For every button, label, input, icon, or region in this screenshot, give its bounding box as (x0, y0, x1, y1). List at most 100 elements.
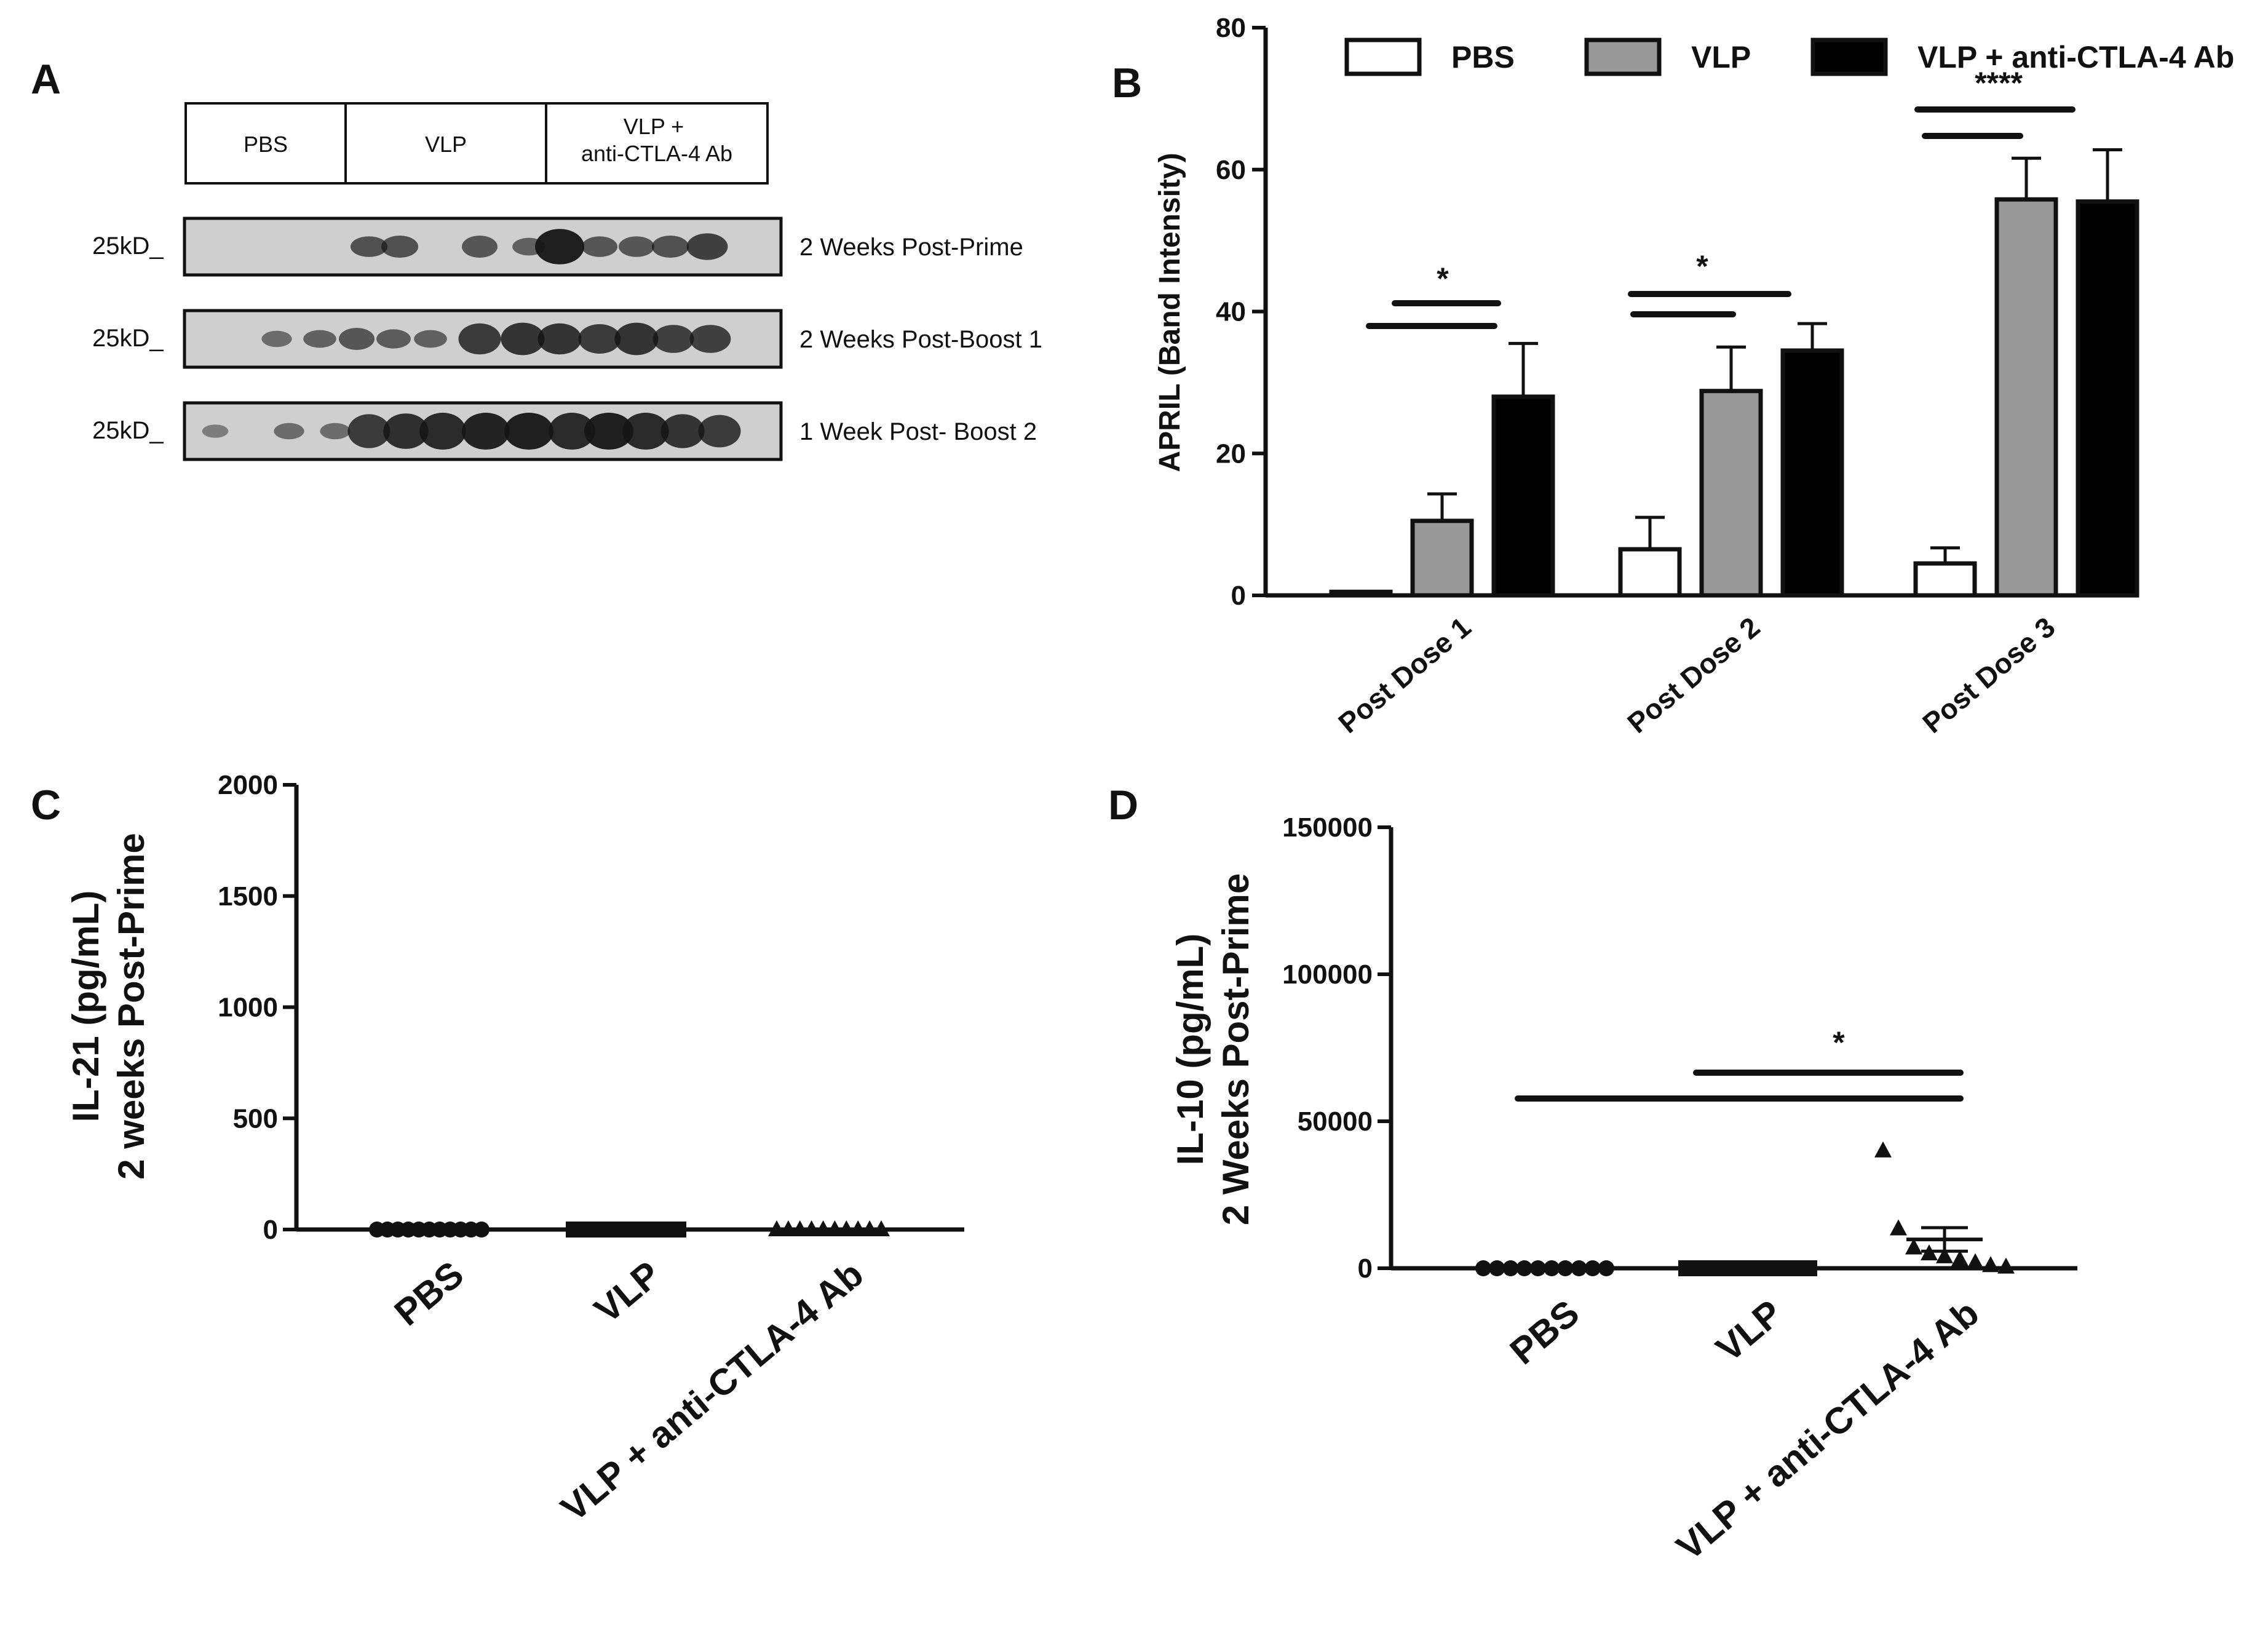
lane-label-vlp-ctla4: VLP + anti-CTLA-4 Ab (581, 114, 732, 166)
data-point (1557, 1260, 1574, 1276)
blot-band (535, 229, 584, 264)
data-point (873, 1220, 890, 1236)
blot-band (619, 236, 654, 257)
legend-swatch (1344, 38, 1422, 76)
data-point (826, 1220, 844, 1236)
data-point (1967, 1253, 1984, 1269)
data-point (1571, 1260, 1587, 1276)
panel-c-letter: C (31, 782, 61, 828)
legend-label: VLP + anti-CTLA-4 Ab (1917, 40, 2234, 74)
blot-band (651, 236, 689, 258)
data-point (1475, 1260, 1491, 1276)
panel-b: B 0 20 40 60 80 APRIL (Band Intensity) Post Do… (1112, 13, 2234, 739)
data-point (1529, 1260, 1546, 1276)
blot-row-1: 25kD_ 2 Weeks Post-Prime (92, 217, 1023, 277)
data-point (1936, 1247, 1953, 1263)
data-point (1997, 1257, 2015, 1274)
bar (1491, 394, 1555, 598)
legend-swatch (1584, 38, 1662, 76)
x-category-label: VLP (1708, 1292, 1790, 1370)
blot-band (202, 424, 229, 438)
data-point (1516, 1260, 1532, 1276)
y-tick-label: 50000 (1298, 1107, 1373, 1137)
blot-band (582, 236, 617, 257)
y-axis-title-line: 2 Weeks Post-Prime (1215, 873, 1256, 1226)
blot-band (578, 324, 621, 354)
blot-band (347, 414, 391, 448)
blot-timepoint-label: 1 Week Post- Boost 2 (799, 418, 1037, 445)
data-point (791, 1220, 809, 1236)
data-point (814, 1220, 832, 1236)
blot-band (614, 322, 659, 356)
lane-label-vlp-ctla4-line1: VLP + (624, 114, 684, 139)
blot-band (339, 328, 375, 350)
y-tick-label: 100000 (1282, 960, 1373, 990)
panel-b-letter: B (1112, 60, 1142, 106)
lane-label-vlp-ctla4-line2: anti-CTLA-4 Ab (581, 141, 732, 166)
data-point (768, 1220, 785, 1236)
panel-a: A PBS VLP VLP + anti-CTLA-4 Ab 25kD_ 2 We… (31, 56, 1042, 461)
blot-band (549, 413, 595, 450)
lane-label-vlp: VLP (425, 132, 467, 157)
x-category-label: VLP (587, 1254, 668, 1331)
western-blots: 25kD_ 2 Weeks Post-Prime 25kD_ 2 Weeks Post… (92, 217, 1042, 461)
x-category-label: Post Dose 2 (1621, 611, 1766, 739)
blot-band (419, 413, 466, 450)
y-tick-label: 0 (1358, 1254, 1373, 1284)
lane-box-vlp (344, 102, 547, 185)
y-tick-label: 2000 (218, 770, 278, 800)
data-point (779, 1220, 797, 1236)
x-category-label: PBS (1502, 1292, 1587, 1373)
blot-timepoint-label: 2 Weeks Post-Boost 1 (799, 326, 1042, 353)
data-point (1584, 1260, 1601, 1276)
data-point (1801, 1260, 1817, 1276)
blot-band (383, 413, 429, 449)
y-tick-label: 150000 (1282, 813, 1373, 843)
bar (2076, 199, 2139, 598)
bar (1699, 389, 1763, 598)
lane-box-vlp-ctla4 (545, 102, 769, 185)
data-point (1502, 1260, 1519, 1276)
data-point (1874, 1141, 1892, 1158)
lane-label-pbs: PBS (244, 132, 288, 157)
blot-band (652, 325, 694, 353)
significance-label: * (1437, 261, 1449, 296)
y-tick-label: 80 (1216, 13, 1246, 43)
blot-marker-label: 25kD_ (92, 232, 164, 260)
blot-band (698, 415, 741, 448)
legend-label: VLP (1691, 40, 1751, 74)
blot-timepoint-label: 2 Weeks Post-Prime (799, 234, 1023, 261)
y-tick-label: 0 (263, 1215, 278, 1245)
blot-band (686, 233, 728, 260)
blot-band (458, 323, 501, 355)
bar (1618, 547, 1682, 598)
blot-band (501, 322, 545, 356)
data-point (474, 1222, 490, 1238)
significance-label: * (1696, 249, 1708, 284)
bar (1329, 589, 1393, 598)
data-point (670, 1222, 686, 1238)
data-point (861, 1220, 879, 1236)
blot-band (261, 330, 292, 348)
blot-band (320, 423, 351, 440)
blot-row-2: 25kD_ 2 Weeks Post-Boost 1 (92, 309, 1042, 369)
panel-c: C 0 500 1000 1500 2000 IL-21 (pg/mL) 2 weeks P… (31, 770, 964, 1529)
panel-d: D 0 50000 100000 150000 IL-10 (pg/mL) 2 Weeks… (1108, 782, 2077, 1568)
blot-band (504, 413, 553, 450)
significance-label: **** (1975, 66, 2023, 100)
blot-band (584, 413, 633, 450)
panel-a-letter: A (31, 56, 61, 103)
data-point (1890, 1219, 1907, 1236)
y-tick-label: 40 (1216, 297, 1246, 327)
significance-label: * (1833, 1025, 1845, 1060)
x-category-label: PBS (387, 1254, 472, 1334)
blot-band (462, 413, 510, 450)
data-point (1489, 1260, 1505, 1276)
data-point (1905, 1238, 1922, 1255)
y-axis-title-line: IL-21 (pg/mL) (65, 891, 106, 1122)
blot-marker-label: 25kD_ (92, 417, 164, 444)
y-tick-label: 1000 (218, 993, 278, 1023)
panel-d-letter: D (1108, 782, 1138, 828)
data-point (849, 1220, 867, 1236)
data-point (1982, 1256, 1999, 1273)
